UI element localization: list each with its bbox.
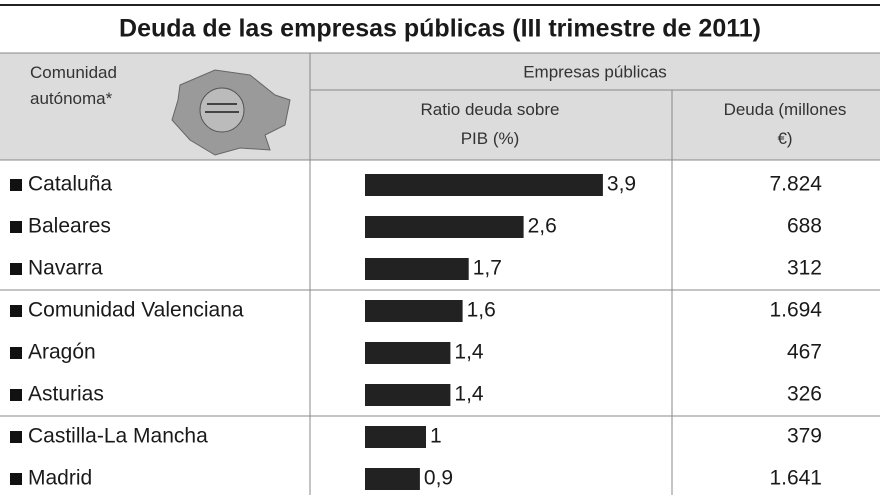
region-header-box: Comunidad autónoma* [30,63,117,108]
bar-label: 2,6 [528,215,557,238]
region-name: Navarra [28,257,103,280]
title: Deuda de las empresas públicas (III trim… [119,15,761,43]
debt-value: 312 [787,257,822,280]
debt-value: 467 [787,341,822,364]
region-name: Baleares [28,215,111,238]
ratio-header: Ratio deuda sobre PIB (%) [420,100,560,148]
debt-value: 688 [787,215,822,238]
bar-label: 1,4 [454,341,484,364]
region-name: Madrid [28,467,92,490]
bar-label: 0,9 [424,467,453,490]
bar [365,300,463,322]
debt-value: 1.694 [769,299,822,322]
bullet [10,263,22,275]
bar [365,216,524,238]
bar [365,258,469,280]
bar-label: 1 [430,425,442,448]
region-name: Comunidad Valenciana [28,299,244,322]
bullet [10,221,22,233]
bullet [10,347,22,359]
debt-value: 326 [787,383,822,406]
region-name: Aragón [28,341,96,364]
bar-label: 1,4 [454,383,484,406]
bar-label: 3,9 [607,173,636,196]
bar [365,174,603,196]
region-header: Comunidad autónoma* [30,63,117,108]
bar [365,342,451,364]
bullet [10,389,22,401]
bullet [10,431,22,443]
map-icon [171,69,291,156]
bar [365,426,426,448]
region-name: Castilla-La Mancha [28,425,208,448]
bar [365,384,451,406]
region-name: Cataluña [28,173,112,196]
ratio-header-box: Ratio deuda sobre PIB (%) [420,100,560,148]
bullet [10,305,22,317]
debt-header: Deuda (millones €) [723,100,847,148]
bar [365,468,420,490]
group-header: Empresas públicas [523,62,667,81]
header-background [0,53,880,160]
debt-header-box: Deuda (millones €) [723,100,847,148]
debt-value: 379 [787,425,822,448]
bar-label: 1,7 [473,257,502,280]
debt-value: 1.641 [769,467,822,490]
bullet [10,473,22,485]
bullet [10,179,22,191]
region-name: Asturias [28,383,104,406]
bar-label: 1,6 [467,299,496,322]
debt-value: 7.824 [769,173,822,196]
